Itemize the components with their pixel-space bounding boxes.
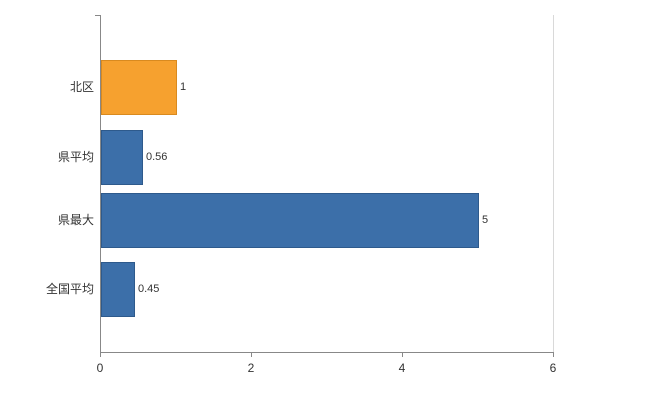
bar [101,60,177,115]
bar [101,130,143,185]
category-label: 県最大 [57,213,94,227]
x-axis-tick [553,352,554,357]
y-axis-line [100,15,101,353]
category-label: 全国平均 [45,282,94,296]
bar [101,262,135,317]
plot-right-border [553,15,554,353]
bar-value-label: 1 [180,81,187,93]
x-axis-tick [100,352,101,357]
bar-value-label: 0.45 [138,283,160,295]
x-tick-label: 6 [549,361,557,375]
bar [101,193,479,248]
x-axis-line [100,352,554,353]
x-axis-tick [251,352,252,357]
x-tick-label: 0 [96,361,104,375]
bar-value-label: 0.56 [146,151,168,163]
bar-value-label: 5 [482,214,489,226]
x-axis-tick [402,352,403,357]
category-label: 県平均 [57,150,94,164]
y-axis-top-tick [95,15,100,16]
category-label: 北区 [69,80,94,94]
x-tick-label: 4 [398,361,406,375]
x-tick-label: 2 [247,361,255,375]
